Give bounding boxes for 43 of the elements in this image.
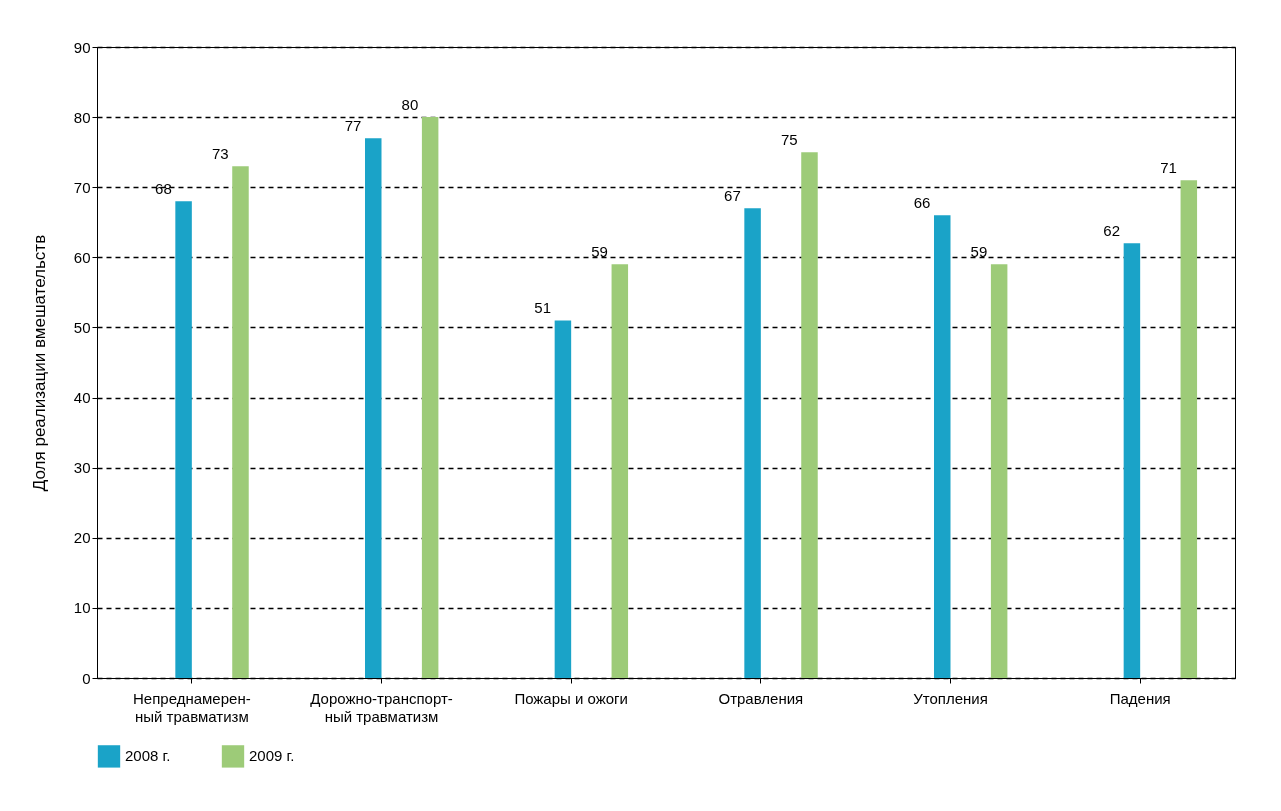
- x-tick-label: Падения: [1109, 689, 1171, 707]
- bar: [611, 264, 629, 678]
- y-tick-label: 80: [73, 108, 91, 126]
- legend-label: 2008 г.: [125, 747, 171, 765]
- bar: [990, 264, 1008, 678]
- y-tick-label: 60: [73, 248, 91, 266]
- bar: [934, 215, 951, 678]
- data-label: 59: [970, 243, 988, 261]
- y-tick-label: 40: [73, 389, 91, 407]
- data-label: 75: [780, 131, 798, 149]
- data-label: 77: [344, 117, 362, 135]
- bar: [1123, 243, 1141, 678]
- legend-label: 2009 г.: [249, 747, 295, 765]
- bar: [744, 208, 761, 678]
- y-tick-label: 0: [82, 669, 91, 687]
- data-label: 67: [724, 187, 741, 205]
- data-label: 66: [913, 194, 931, 212]
- y-tick-label: 70: [73, 178, 91, 196]
- x-tick-label: Дорожно-транспорт- ный травматизм: [310, 689, 453, 725]
- x-tick-label: Отравления: [718, 689, 804, 707]
- x-tick-label: Непреднамерен- ный травматизм: [133, 689, 251, 725]
- x-tick-label: Пожары и ожоги: [514, 689, 628, 707]
- bar: [232, 166, 249, 678]
- y-tick-label: 30: [73, 459, 91, 477]
- data-label: 80: [401, 96, 419, 114]
- data-label: 59: [591, 243, 608, 261]
- data-label: 51: [534, 299, 552, 317]
- y-tick-label: 50: [73, 318, 91, 336]
- data-label: 73: [211, 145, 229, 163]
- x-tick-label: Утопления: [913, 689, 988, 707]
- data-label: 71: [1160, 159, 1177, 177]
- y-tick-label: 90: [73, 38, 91, 56]
- y-tick-label: 10: [73, 599, 91, 617]
- bar: [175, 201, 192, 678]
- data-label: 62: [1103, 222, 1121, 240]
- y-axis-title: Доля реализации вмешательств: [29, 234, 49, 492]
- y-tick-label: 20: [73, 529, 91, 547]
- bar: [365, 138, 382, 678]
- data-label: 68: [155, 180, 172, 198]
- bar: [421, 117, 439, 678]
- bar: [1180, 180, 1198, 678]
- bar: [554, 320, 572, 678]
- bar: [801, 152, 818, 678]
